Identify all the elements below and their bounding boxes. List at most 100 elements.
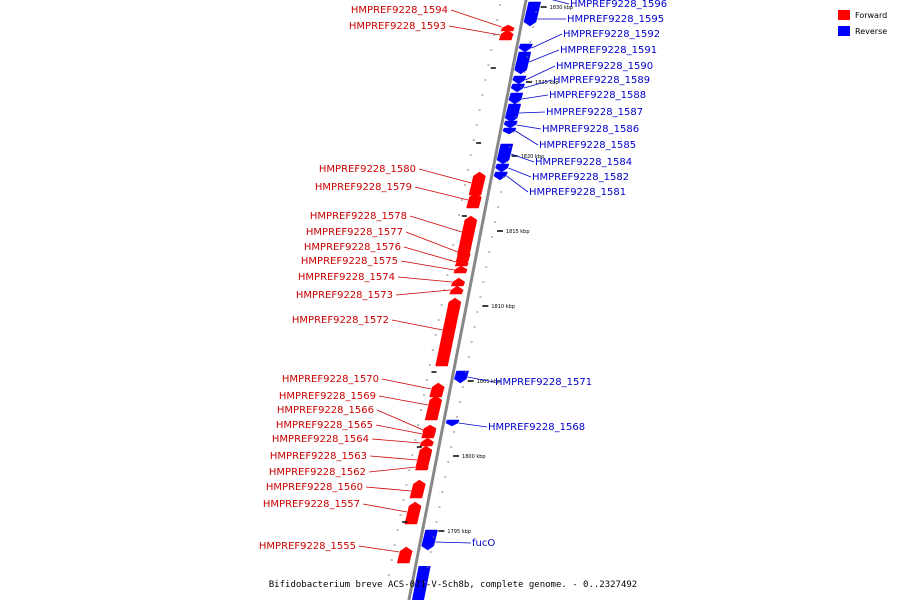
tick-label: 1815 kbp bbox=[506, 229, 530, 235]
gene-feature-hmpref9228-1563[interactable] bbox=[415, 445, 433, 468]
gene-label-hmpref9228-1560[interactable]: HMPREF9228_1560 bbox=[266, 482, 363, 493]
gene-feature-hmpref9228-1593[interactable] bbox=[498, 29, 514, 41]
leader-line bbox=[362, 503, 408, 513]
leader-line bbox=[467, 376, 495, 383]
tick-label: 1795 kbp bbox=[447, 529, 471, 535]
legend-label-reverse: Reverse bbox=[855, 27, 887, 36]
leader-line bbox=[528, 49, 560, 63]
leader-line bbox=[523, 79, 553, 89]
legend-swatch-reverse bbox=[838, 26, 850, 36]
gene-label-hmpref9228-1562[interactable]: HMPREF9228_1562 bbox=[269, 467, 366, 478]
tick-label: 1825 kbp bbox=[535, 80, 559, 86]
leader-line bbox=[506, 175, 529, 193]
leader-line bbox=[400, 260, 455, 271]
gene-feature-hmpref9228-1575[interactable] bbox=[453, 265, 468, 274]
leader-line bbox=[435, 541, 472, 544]
gene-feature-hmpref9228-1560[interactable] bbox=[409, 479, 426, 499]
gene-feature-partial[interactable] bbox=[412, 566, 431, 600]
leader-line bbox=[531, 33, 563, 49]
gene-label-hmpref9228-1557[interactable]: HMPREF9228_1557 bbox=[263, 499, 360, 510]
gene-label-hmpref9228-1577[interactable]: HMPREF9228_1577 bbox=[306, 227, 403, 238]
gene-label-hmpref9228-1569[interactable]: HMPREF9228_1569 bbox=[279, 391, 376, 402]
gene-feature-hmpref9228-1562[interactable] bbox=[414, 464, 429, 471]
gene-feature-hmpref9228-1587[interactable] bbox=[504, 103, 522, 123]
gene-label-hmpref9228-1563[interactable]: HMPREF9228_1563 bbox=[270, 451, 367, 462]
gene-label-hmpref9228-1587[interactable]: HMPREF9228_1587 bbox=[546, 107, 643, 118]
gene-label-hmpref9228-1565[interactable]: HMPREF9228_1565 bbox=[276, 420, 373, 431]
gene-label-hmpref9228-1580[interactable]: HMPREF9228_1580 bbox=[319, 164, 416, 175]
genome-backbone bbox=[407, 0, 528, 600]
gene-label-hmpref9228-1590[interactable]: HMPREF9228_1590 bbox=[556, 61, 653, 72]
gene-labels: HMPREF9228_1596 HMPREF9228_1595 HMPREF9228… bbox=[259, 0, 667, 552]
leader-line bbox=[458, 422, 488, 428]
genome-caption: Bifidobacterium breve ACS-071-V-Sch8b, c… bbox=[269, 580, 637, 590]
gene-feature-hmpref9228-1555[interactable] bbox=[396, 546, 413, 564]
leader-line bbox=[381, 378, 432, 390]
gene-label-hmpref9228-1592[interactable]: HMPREF9228_1592 bbox=[563, 29, 660, 40]
gene-feature-hmpref9228-1579[interactable] bbox=[466, 192, 482, 209]
gene-feature-hmpref9228-1595[interactable] bbox=[523, 1, 542, 27]
leader-line bbox=[418, 168, 472, 184]
legend-label-forward: Forward bbox=[855, 11, 887, 20]
gene-label-hmpref9228-1586[interactable]: HMPREF9228_1586 bbox=[542, 124, 639, 135]
leader-line bbox=[450, 9, 502, 28]
gene-label-hmpref9228-1585[interactable]: HMPREF9228_1585 bbox=[539, 140, 636, 151]
gene-feature-hmpref9228-1571[interactable] bbox=[454, 370, 469, 384]
gene-label-hmpref9228-1571[interactable]: HMPREF9228_1571 bbox=[495, 377, 592, 388]
gene-label-hmpref9228-1595[interactable]: HMPREF9228_1595 bbox=[567, 14, 664, 25]
gene-label-hmpref9228-1581[interactable]: HMPREF9228_1581 bbox=[529, 187, 626, 198]
leader-line bbox=[510, 153, 535, 163]
gene-label-hmpref9228-1572[interactable]: HMPREF9228_1572 bbox=[292, 315, 389, 326]
gene-label-hmpref9228-1570[interactable]: HMPREF9228_1570 bbox=[282, 374, 379, 385]
gene-label-hmpref9228-1589[interactable]: HMPREF9228_1589 bbox=[553, 75, 650, 86]
leader-line bbox=[369, 455, 418, 461]
gene-label-hmpref9228-1574[interactable]: HMPREF9228_1574 bbox=[298, 272, 395, 283]
leader-line bbox=[365, 486, 412, 492]
gene-feature-hmpref9228-1557[interactable] bbox=[404, 501, 422, 525]
gene-feature-hmpref9228-1573[interactable] bbox=[449, 285, 464, 295]
gene-feature-hmpref9228-1591[interactable] bbox=[514, 51, 532, 75]
gene-feature-hmpref9228-1582[interactable] bbox=[495, 163, 510, 173]
gene-feature-hmpref9228-1564[interactable] bbox=[419, 437, 434, 447]
gene-feature-hmpref9228-1569[interactable] bbox=[424, 395, 443, 421]
gene-label-hmpref9228-1564[interactable]: HMPREF9228_1564 bbox=[272, 434, 369, 445]
gene-feature-hmpref9228-1578[interactable] bbox=[456, 215, 478, 256]
gene-feature-hmpref9228-1589[interactable] bbox=[510, 83, 526, 93]
gene-feature-hmpref9228-1572[interactable] bbox=[435, 297, 462, 367]
gene-label-hmpref9228-1593[interactable]: HMPREF9228_1593 bbox=[349, 21, 446, 32]
gene-label-hmpref9228-1579[interactable]: HMPREF9228_1579 bbox=[315, 182, 412, 193]
legend-swatch-forward bbox=[838, 10, 850, 20]
gene-label-hmpref9228-1578[interactable]: HMPREF9228_1578 bbox=[310, 211, 407, 222]
gene-label-hmpref9228-1588[interactable]: HMPREF9228_1588 bbox=[549, 90, 646, 101]
gene-feature-hmpref9228-1585[interactable] bbox=[502, 127, 517, 135]
gene-feature-hmpref9228-1580[interactable] bbox=[468, 171, 486, 196]
gene-label-hmpref9228-1582[interactable]: HMPREF9228_1582 bbox=[532, 172, 629, 183]
gene-feature-hmpref9228-1568[interactable] bbox=[445, 419, 460, 427]
gene-label-hmpref9228-1596[interactable]: HMPREF9228_1596 bbox=[570, 0, 667, 10]
leader-line bbox=[516, 124, 542, 130]
gene-label-fuco[interactable]: fucO bbox=[472, 538, 495, 549]
gene-feature-fuco[interactable] bbox=[421, 529, 438, 551]
legend: Forward Reverse bbox=[838, 10, 887, 36]
leader-line bbox=[368, 466, 416, 473]
leader-line bbox=[395, 289, 451, 296]
leader-line bbox=[508, 167, 532, 178]
gene-label-hmpref9228-1576[interactable]: HMPREF9228_1576 bbox=[304, 242, 401, 253]
gene-feature-hmpref9228-1590[interactable] bbox=[512, 75, 527, 85]
gene-label-hmpref9228-1568[interactable]: HMPREF9228_1568 bbox=[488, 422, 585, 433]
gene-feature-hmpref9228-1574[interactable] bbox=[450, 277, 466, 287]
gene-label-hmpref9228-1573[interactable]: HMPREF9228_1573 bbox=[296, 290, 393, 301]
gene-label-hmpref9228-1594[interactable]: HMPREF9228_1594 bbox=[351, 5, 448, 16]
gene-label-hmpref9228-1575[interactable]: HMPREF9228_1575 bbox=[301, 256, 398, 267]
gene-feature-hmpref9228-1592[interactable] bbox=[518, 43, 533, 53]
gene-label-hmpref9228-1584[interactable]: HMPREF9228_1584 bbox=[535, 157, 632, 168]
gene-label-hmpref9228-1555[interactable]: HMPREF9228_1555 bbox=[259, 541, 356, 552]
gene-label-hmpref9228-1591[interactable]: HMPREF9228_1591 bbox=[560, 45, 657, 56]
leader-line bbox=[414, 186, 469, 201]
gene-label-hmpref9228-1566[interactable]: HMPREF9228_1566 bbox=[277, 405, 374, 416]
gene-feature-hmpref9228-1588[interactable] bbox=[508, 92, 524, 105]
gene-feature-hmpref9228-1586[interactable] bbox=[503, 120, 518, 129]
gene-feature-hmpref9228-1570[interactable] bbox=[429, 382, 445, 398]
gene-feature-hmpref9228-1581[interactable] bbox=[493, 171, 508, 181]
